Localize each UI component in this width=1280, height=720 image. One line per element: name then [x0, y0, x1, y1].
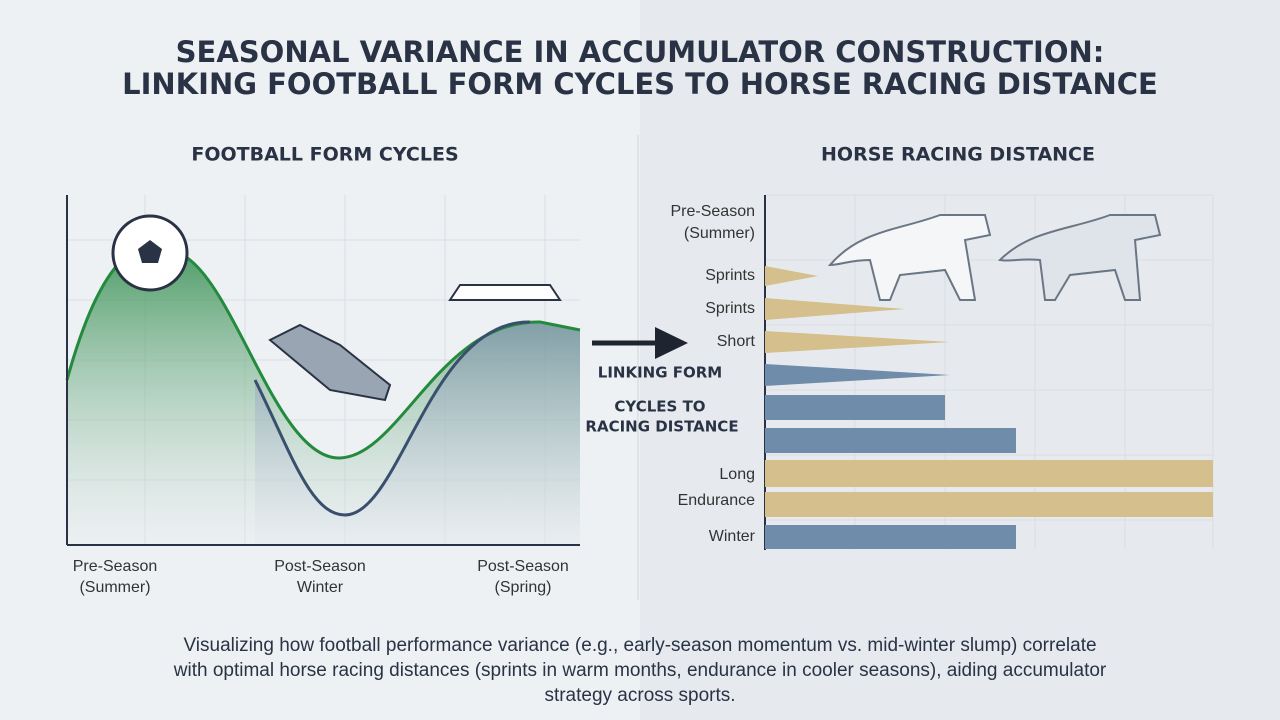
bar: [765, 428, 1016, 453]
row-label: Endurance: [678, 492, 755, 509]
row-label: Sprints: [705, 300, 755, 317]
blue-curve: [253, 320, 531, 517]
row-label: (Summer): [684, 225, 755, 242]
caption: with optimal horse racing distances (spr…: [173, 660, 1107, 681]
ball-patch: [138, 240, 162, 263]
link-text: LINKING FORM: [598, 364, 722, 382]
bar: [765, 525, 1016, 549]
panel-title: HORSE RACING DISTANCE: [821, 144, 1095, 166]
caption: strategy across sports.: [544, 685, 735, 706]
title: SEASONAL VARIANCE IN ACCUMULATOR CONSTRU…: [176, 35, 1105, 69]
caption: Visualizing how football performance var…: [183, 635, 1096, 656]
bar: [765, 331, 950, 353]
x-label: (Summer): [79, 579, 150, 596]
x-label: Winter: [297, 579, 344, 596]
panel-title: FOOTBALL FORM CYCLES: [191, 144, 458, 166]
row-label: Short: [717, 333, 756, 350]
x-label: Post-Season: [477, 558, 569, 575]
horse-icon: [997, 214, 1162, 301]
bar: [765, 298, 905, 320]
x-label: Pre-Season: [73, 558, 158, 575]
arrow-head: [655, 327, 688, 359]
stadium-icon: [448, 284, 562, 301]
x-label: Post-Season: [274, 558, 366, 575]
right-background: [640, 0, 1280, 720]
title: LINKING FOOTBALL FORM CYCLES TO HORSE RA…: [122, 67, 1158, 101]
bar: [765, 460, 1213, 487]
bar: [765, 492, 1213, 517]
row-label: Winter: [709, 528, 756, 545]
bar: [765, 364, 950, 386]
horse-icon: [827, 214, 992, 301]
bar: [765, 266, 818, 286]
row-label: Pre-Season: [671, 203, 756, 220]
blue-area: [255, 321, 580, 545]
link-text: CYCLES TO: [614, 398, 705, 416]
link-text: RACING DISTANCE: [585, 418, 738, 436]
bar: [765, 395, 945, 420]
row-label: Long: [719, 466, 755, 483]
x-label: (Spring): [495, 579, 552, 596]
boot-icon: [268, 323, 392, 402]
row-label: Sprints: [705, 267, 755, 284]
